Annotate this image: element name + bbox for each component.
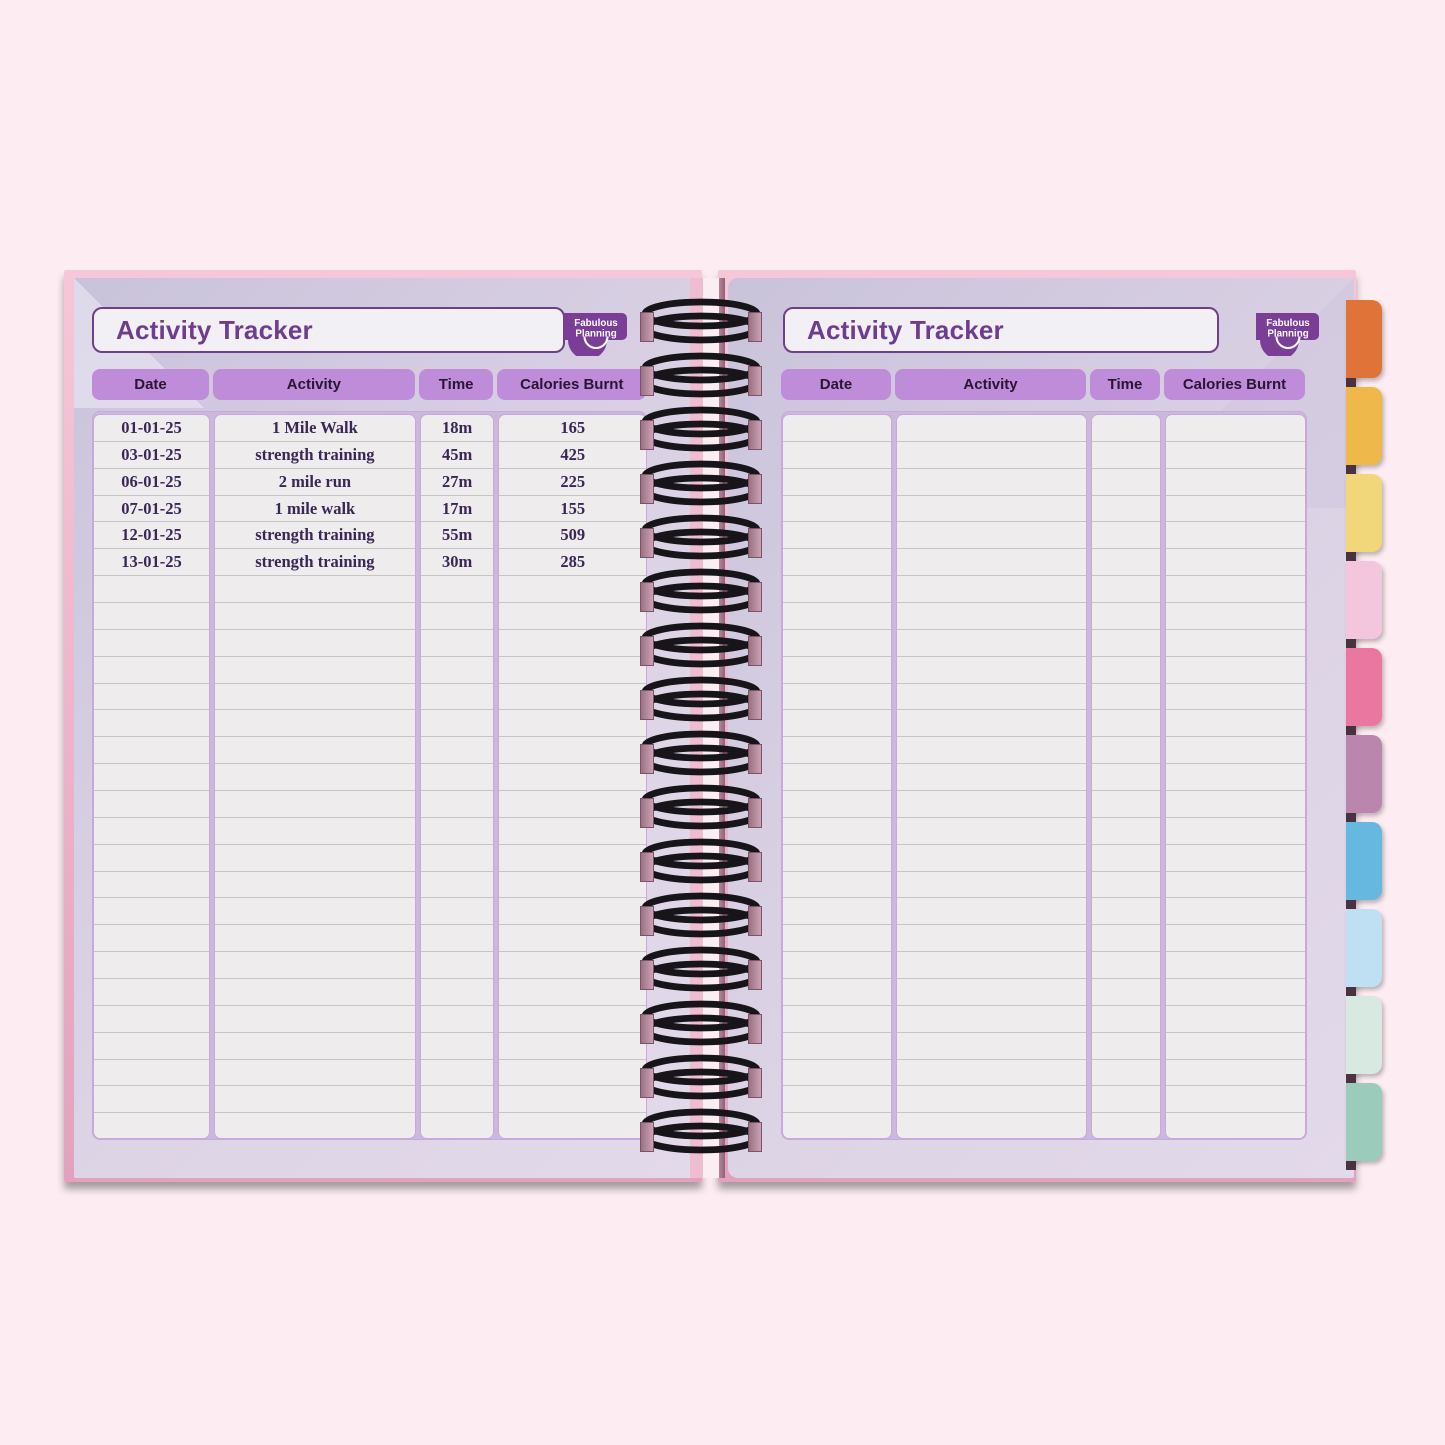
svg-text:Fabulous: Fabulous: [1266, 318, 1310, 329]
svg-text:Planning: Planning: [575, 329, 616, 340]
svg-text:Planning: Planning: [1267, 329, 1308, 340]
svg-text:Fabulous: Fabulous: [574, 318, 618, 329]
